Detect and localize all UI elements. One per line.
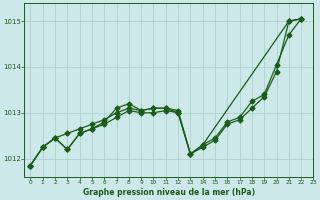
X-axis label: Graphe pression niveau de la mer (hPa): Graphe pression niveau de la mer (hPa)	[83, 188, 255, 197]
